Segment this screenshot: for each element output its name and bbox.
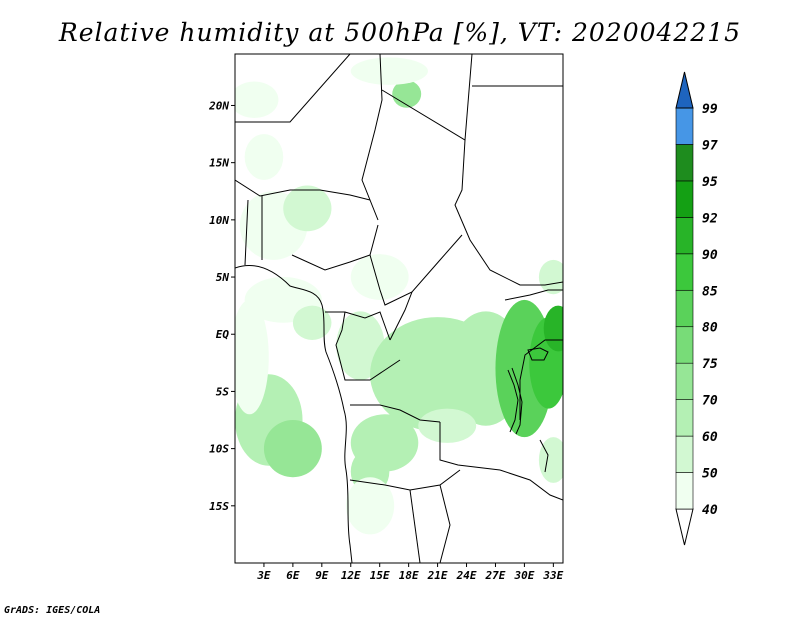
- colorbar-label: 75: [702, 357, 718, 372]
- colorbar-segment: [675, 107, 694, 145]
- country-borders: [235, 54, 563, 563]
- humidity-region: [350, 57, 428, 85]
- latitude-axis: 20N 15N 10N 5N EQ 5S 10S 15S: [208, 99, 235, 513]
- colorbar-label: 80: [702, 321, 718, 336]
- lon-label: 6E: [286, 569, 300, 582]
- lat-label: EQ: [216, 328, 230, 341]
- border-line: [439, 484, 451, 563]
- colorbar-segment: [675, 326, 694, 364]
- border-line: [335, 311, 401, 381]
- colorbar-label: 99: [702, 102, 718, 117]
- lake: [539, 439, 549, 473]
- humidity-region: [350, 254, 409, 300]
- border-line: [361, 54, 383, 221]
- humidity-region: [283, 185, 332, 232]
- lon-label: 3E: [256, 569, 271, 582]
- colorbar-over-arrow: [675, 71, 694, 109]
- colorbar-segment: [675, 435, 694, 473]
- lat-label: 15N: [209, 157, 229, 170]
- humidity-region: [263, 420, 322, 478]
- lake: [527, 347, 549, 361]
- colorbar-segment: [675, 472, 694, 510]
- humidity-region: [418, 408, 477, 443]
- colorbar-label: 95: [702, 175, 718, 190]
- lake: [511, 367, 523, 435]
- colorbar-under-arrow: [675, 508, 694, 546]
- map-frame: [234, 53, 564, 564]
- humidity-region: [292, 305, 332, 340]
- colorbar-label: 97: [702, 138, 718, 153]
- border-line: [439, 422, 501, 471]
- humidity-region: [244, 134, 284, 180]
- lat-label: 20N: [208, 99, 229, 112]
- border-line: [235, 179, 371, 201]
- lon-label: 18E: [399, 569, 419, 582]
- border-line: [325, 311, 391, 341]
- colorbar-label: 60: [702, 430, 718, 445]
- border-line: [235, 54, 351, 123]
- colorbar-label: 40: [702, 503, 718, 518]
- lat-label: 15S: [209, 500, 229, 513]
- humidity-region: [345, 477, 395, 535]
- border-line: [499, 469, 563, 501]
- lon-label: 30E: [513, 569, 534, 582]
- coastline: [235, 265, 353, 563]
- lat-label: 5N: [216, 271, 230, 284]
- lon-label: 21E: [427, 569, 448, 582]
- lon-label: 33E: [542, 569, 563, 582]
- lon-label: 27E: [485, 569, 506, 582]
- humidity-field: [235, 57, 563, 535]
- colorbar: 40 50 60 70 75 80 85 90 92 95 97 99: [675, 71, 718, 546]
- colorbar-segment: [675, 399, 694, 437]
- colorbar-segment: [675, 253, 694, 291]
- lon-label: 9E: [315, 569, 329, 582]
- colorbar-segment: [675, 144, 694, 182]
- border-line: [389, 291, 413, 341]
- plot-title: Relative humidity at 500hPa [%], VT: 202…: [58, 18, 741, 47]
- lon-label: 15E: [370, 569, 390, 582]
- colorbar-label: 92: [702, 211, 718, 226]
- lon-label: 12E: [341, 569, 361, 582]
- colorbar-label: 90: [702, 248, 718, 263]
- colorbar-label: 70: [702, 394, 718, 409]
- colorbar-label: 85: [702, 284, 718, 299]
- lat-label: 10S: [209, 443, 229, 456]
- longitude-axis: 3E 6E 9E 12E 15E 18E 21E 24E 27E 30E 33E: [256, 563, 564, 582]
- border-line: [369, 234, 463, 306]
- border-line: [244, 196, 263, 266]
- border-line: [350, 404, 441, 423]
- humidity-region: [543, 305, 563, 352]
- colorbar-segment: [675, 289, 694, 328]
- colorbar-label: 50: [702, 467, 718, 482]
- colorbar-segment: [675, 362, 694, 400]
- lake: [507, 369, 519, 433]
- border-line: [504, 289, 563, 301]
- grads-credit: GrADS: IGES/COLA: [4, 605, 100, 616]
- lat-label: 10N: [209, 214, 229, 227]
- border-line: [291, 224, 379, 271]
- humidity-region: [235, 81, 279, 119]
- lon-label: 24E: [456, 569, 477, 582]
- colorbar-segment: [675, 180, 694, 218]
- lat-label: 5S: [216, 385, 230, 398]
- humidity-region: [538, 259, 563, 295]
- border-line: [454, 139, 563, 286]
- humidity-region: [235, 299, 269, 415]
- colorbar-segment: [675, 217, 694, 255]
- border-line: [409, 489, 421, 563]
